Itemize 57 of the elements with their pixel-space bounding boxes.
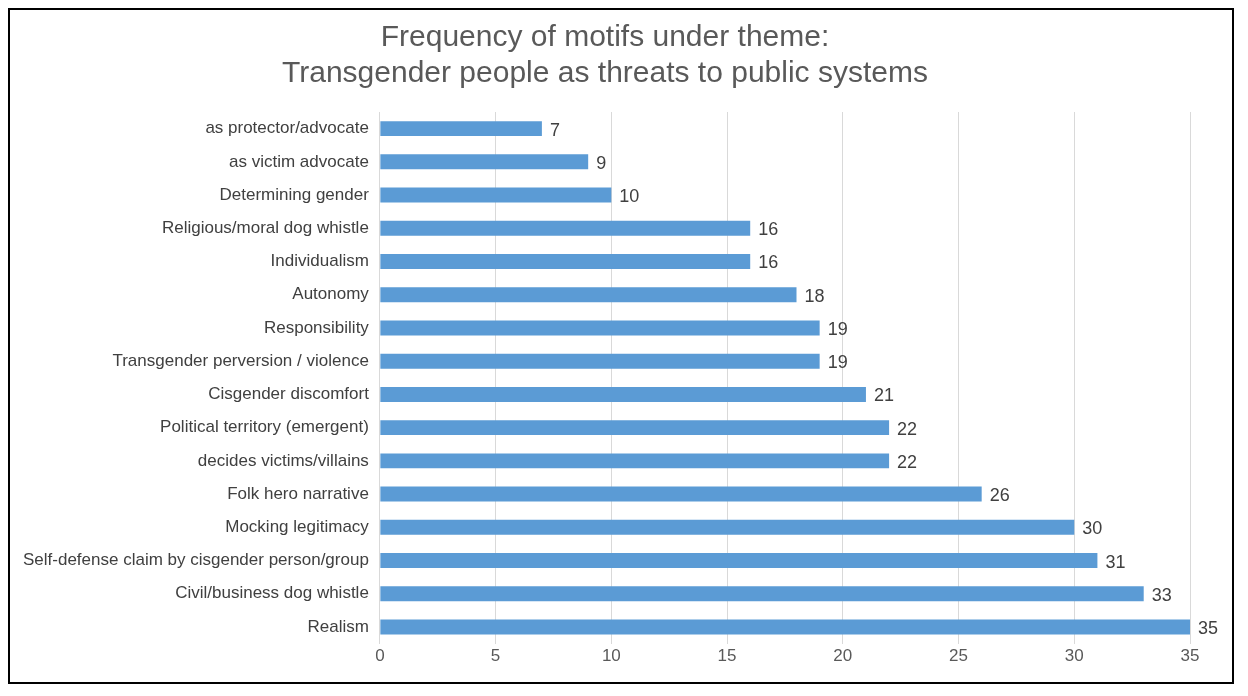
x-tick-label: 0 [375,646,385,666]
bar [380,220,751,236]
bar [380,254,751,269]
y-tick-label: Civil/business dog whistle [175,583,369,603]
y-tick-label: as victim advocate [229,151,369,171]
x-tick-label: 10 [601,646,621,666]
y-tick-label: as protector/advocate [205,118,369,138]
bar [380,320,820,336]
x-tick-label: 35 [1180,646,1200,666]
bar [380,486,982,502]
bar [380,154,589,170]
y-tick-label: Mocking legitimacy [225,517,370,536]
x-tick-label: 30 [1064,646,1084,666]
bar [380,353,820,369]
y-tick-label: Self-defense claim by cisgender person/group [22,550,369,570]
data-label: 16 [758,252,779,273]
bar [380,420,890,436]
bar [380,619,1190,635]
x-tick-label: 5 [490,646,501,666]
data-label: 35 [1198,617,1219,638]
bar [380,386,866,402]
data-label: 9 [596,152,607,173]
y-tick-label: Autonomy [292,284,370,304]
y-tick-label: Realism [307,616,369,636]
data-label: 18 [804,285,825,306]
y-tick-label: Political territory (emergent) [160,417,369,437]
bar [380,453,890,469]
data-label: 7 [549,119,560,140]
data-label: 22 [897,418,918,439]
bar [380,121,542,137]
y-tick-label: decides victims/villains [197,450,369,470]
y-tick-label: Religious/moral dog whistle [161,217,369,237]
data-label: 30 [1082,518,1103,539]
bar [380,553,1098,569]
y-tick-label: Folk hero narrative [227,483,369,503]
data-label: 10 [619,186,640,207]
y-tick-label: Responsibility [263,317,370,337]
chart-title: Frequency of motifs under theme: Transgender people as threats to public systems [282,19,928,89]
bar [380,187,612,203]
data-label: 19 [827,352,848,373]
data-label: 33 [1151,584,1172,605]
bar [380,586,1144,602]
data-label: 22 [897,451,918,472]
data-label: 16 [758,219,779,240]
y-tick-label: Transgender perversion / violence [112,350,369,370]
y-tick-label: Individualism [270,251,369,271]
data-label: 31 [1105,551,1126,572]
bar [380,287,797,303]
x-tick-label: 25 [949,646,968,666]
x-tick-label: 20 [833,646,853,666]
data-label: 19 [827,318,848,339]
y-tick-label: Cisgender discomfort [208,384,370,404]
y-tick-label: Determining gender [219,184,370,204]
data-label: 21 [873,385,894,406]
bar [380,519,1075,535]
data-label: 26 [989,485,1010,506]
x-tick-label: 15 [717,646,737,666]
